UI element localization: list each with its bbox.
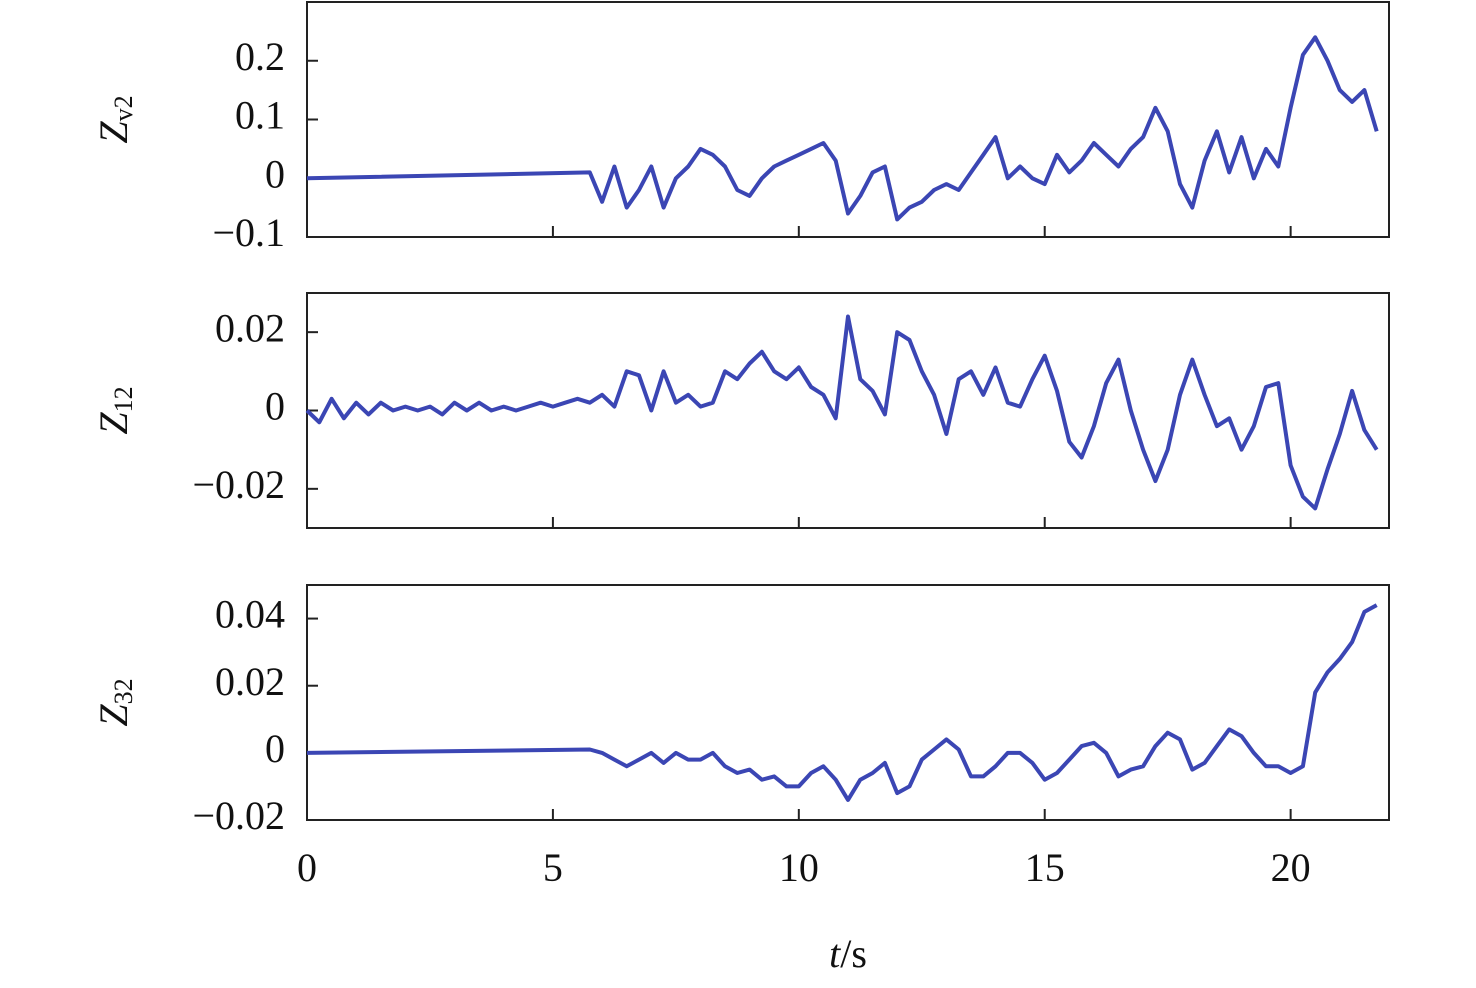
y-tick-label: 0: [265, 151, 285, 196]
y-tick-label: 0.1: [235, 93, 285, 138]
plot-frame: [306, 1, 1390, 238]
y-axis-label-sub: 12: [109, 386, 138, 412]
y-axis-label: Z12: [91, 386, 138, 434]
y-tick-label: −0.02: [192, 793, 285, 838]
y-tick-label: 0: [265, 384, 285, 429]
x-tick-label: 0: [297, 845, 317, 890]
x-tick-label: 20: [1271, 845, 1311, 890]
y-tick-label: −0.1: [212, 210, 285, 255]
x-tick-label: 10: [779, 845, 819, 890]
y-axis-label-sub: v2: [109, 95, 138, 121]
data-line: [306, 603, 1378, 802]
y-axis-label: Zv2: [91, 95, 138, 143]
y-tick-label: 0.02: [215, 659, 285, 704]
x-tick-label: 15: [1025, 845, 1065, 890]
x-axis-label-main: t: [829, 931, 841, 976]
y-axis-label-main: Z: [91, 704, 136, 727]
y-tick-label: 0.2: [235, 34, 285, 79]
y-axis-label-sub: 32: [109, 678, 138, 704]
y-axis-label: Z32: [91, 678, 138, 726]
y-axis-label-main: Z: [91, 121, 136, 144]
y-tick-label: 0.04: [215, 592, 285, 637]
y-tick-label: 0.02: [215, 305, 285, 350]
data-line: [306, 35, 1379, 222]
x-tick-label: 5: [543, 845, 563, 890]
data-line: [305, 314, 1379, 511]
plot-frame: [306, 584, 1390, 821]
x-axis-label-unit: /s: [840, 931, 867, 976]
y-tick-label: −0.02: [192, 462, 285, 507]
y-axis-label-main: Z: [91, 412, 136, 435]
x-axis-label: t/s: [829, 931, 867, 976]
y-tick-label: 0: [265, 726, 285, 771]
